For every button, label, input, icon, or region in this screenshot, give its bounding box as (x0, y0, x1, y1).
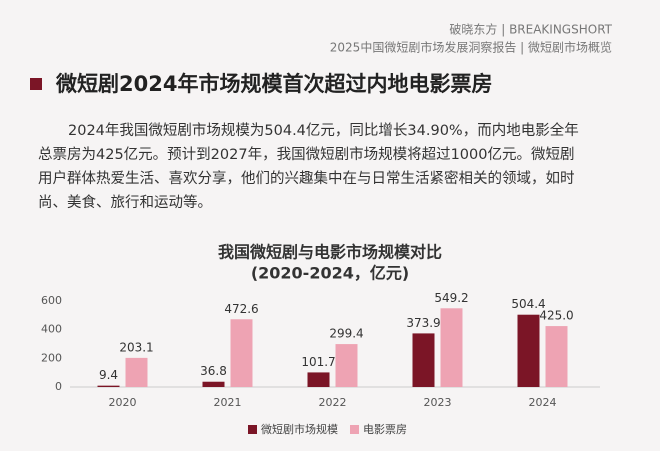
value-label: 504.4 (511, 297, 545, 311)
y-tick-label: 400 (41, 323, 62, 336)
x-tick-label: 2020 (109, 396, 137, 409)
x-tick-label: 2024 (529, 396, 557, 409)
value-label: 373.9 (406, 316, 440, 330)
y-tick-label: 200 (41, 351, 62, 364)
bar (230, 319, 253, 387)
x-tick-label: 2023 (424, 396, 452, 409)
paragraph-line: 尚、美食、旅行和运动等。 (38, 193, 212, 211)
heading: 微短剧2024年市场规模首次超过内地电影票房 (55, 72, 492, 96)
value-label: 549.2 (434, 291, 468, 305)
value-label: 425.0 (539, 309, 573, 323)
paragraph: 2024年我国微短剧市场规模为504.4亿元，同比增长34.90%，而内地电影全… (38, 121, 579, 211)
paragraph-line: 总票房为425亿元。预计到2027年，我国微短剧市场规模将超过1000亿元。微短… (38, 146, 574, 163)
legend-label: 电影票房 (363, 423, 407, 436)
heading-bullet (30, 78, 42, 90)
legend-label: 微短剧市场规模 (261, 422, 338, 436)
value-label: 9.4 (99, 368, 118, 382)
value-label: 299.4 (329, 327, 363, 341)
chart-title: 我国微短剧与电影市场规模对比 (218, 243, 442, 262)
x-tick-label: 2022 (319, 396, 347, 409)
value-label: 472.6 (224, 302, 258, 316)
bar (97, 385, 120, 387)
value-label: 36.8 (200, 364, 227, 378)
bar (202, 381, 225, 387)
y-tick-label: 0 (55, 380, 62, 393)
value-label: 101.7 (301, 355, 335, 369)
paragraph-line: 用户群体热爱生活、喜欢分享，他们的兴趣集中在与日常生活紧密相关的领域，如时 (38, 170, 575, 187)
legend-swatch (350, 425, 359, 434)
bar (545, 326, 568, 387)
legend-swatch (248, 425, 257, 434)
bar (335, 344, 358, 387)
x-tick-label: 2021 (214, 396, 242, 409)
paragraph-line: 2024年我国微短剧市场规模为504.4亿元，同比增长34.90%，而内地电影全… (68, 121, 579, 139)
bar (517, 314, 540, 387)
bar (125, 357, 148, 387)
brand: 破晓东方 | BREAKINGSHORT (449, 22, 612, 37)
bar (307, 372, 330, 387)
value-label: 203.1 (119, 340, 153, 354)
bar (412, 333, 435, 387)
y-tick-label: 600 (41, 294, 62, 307)
bar (440, 308, 463, 387)
report-title: 2025中国微短剧市场发展洞察报告 | 微短剧市场概览 (330, 40, 612, 55)
chart-subtitle: (2020-2024，亿元) (251, 264, 409, 283)
